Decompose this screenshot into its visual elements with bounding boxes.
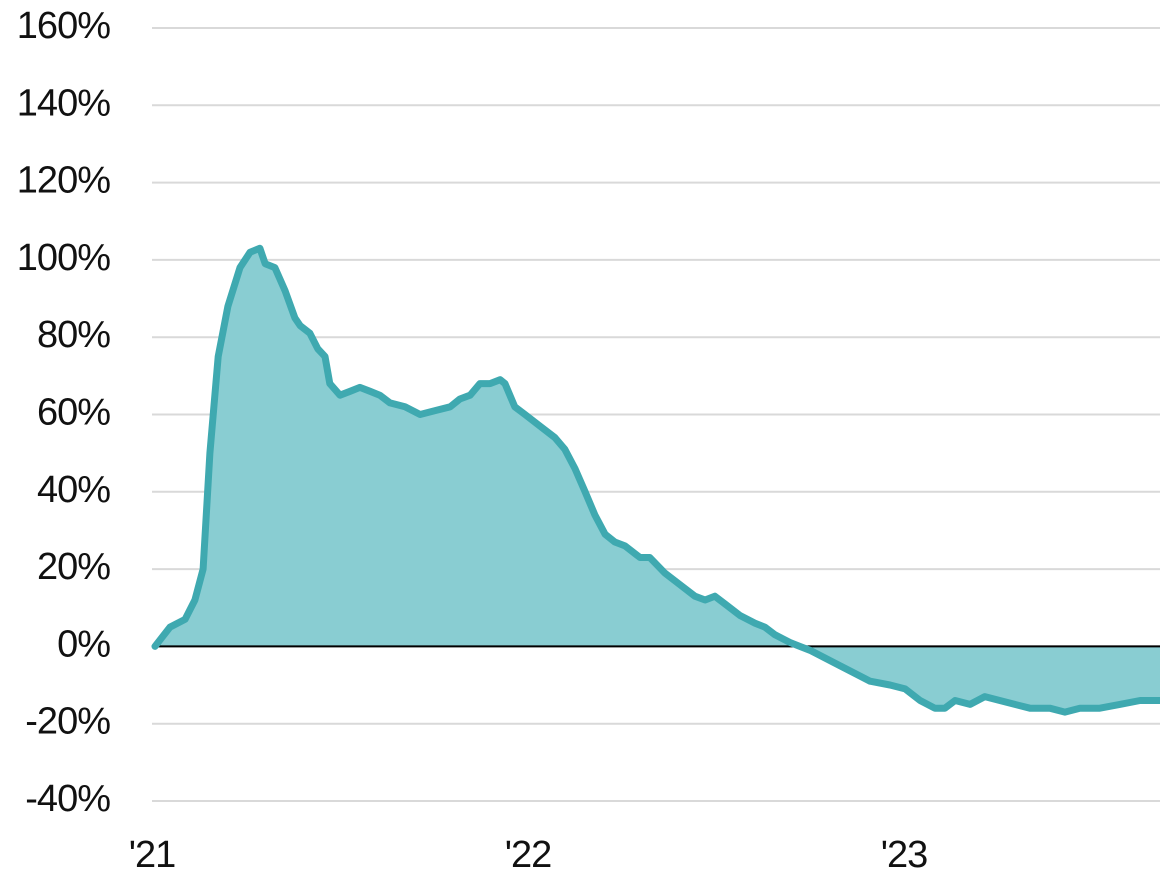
y-tick-label: 100% [17, 237, 110, 279]
y-tick-label: 80% [37, 314, 110, 356]
y-tick-label: 60% [37, 392, 110, 434]
x-tick-label: '22 [505, 834, 552, 876]
x-tick-label: '23 [881, 834, 928, 876]
area [155, 248, 1160, 713]
y-tick-label: 20% [37, 546, 110, 588]
y-tick-label: 140% [17, 82, 110, 124]
y-tick-label: 120% [17, 160, 110, 202]
y-tick-label: 160% [17, 5, 110, 47]
y-tick-label: -20% [25, 701, 110, 743]
y-tick-label: 40% [37, 469, 110, 511]
y-tick-label: 0% [57, 623, 110, 665]
y-tick-label: -40% [25, 778, 110, 820]
x-tick-label: '21 [129, 834, 176, 876]
line [151, 244, 1160, 716]
